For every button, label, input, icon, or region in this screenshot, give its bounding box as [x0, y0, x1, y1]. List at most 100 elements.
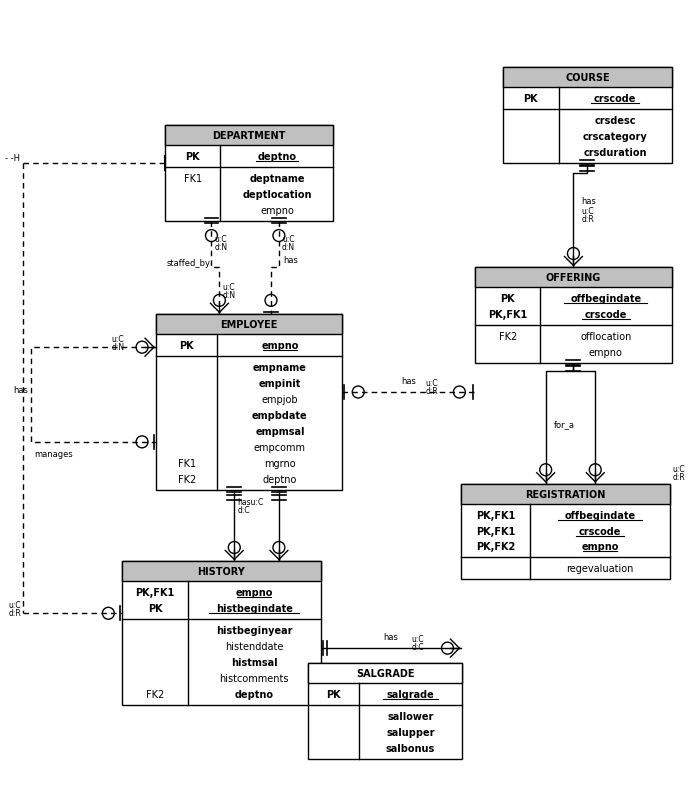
Text: has: has [283, 256, 298, 265]
Text: has: has [384, 632, 398, 641]
Text: empname: empname [253, 363, 307, 373]
Text: PK,FK1: PK,FK1 [476, 526, 515, 536]
Text: COURSE: COURSE [565, 73, 610, 83]
Text: d:R: d:R [426, 386, 438, 395]
Text: d:R: d:R [673, 472, 685, 482]
Text: mgrno: mgrno [264, 458, 296, 468]
Text: REGISTRATION: REGISTRATION [525, 489, 606, 499]
Text: staffed_by: staffed_by [167, 259, 211, 268]
Text: d:C: d:C [237, 505, 250, 514]
Text: crsduration: crsduration [583, 148, 647, 158]
Text: salbonus: salbonus [386, 743, 435, 753]
Text: empno: empno [262, 341, 299, 350]
Text: crscode: crscode [594, 94, 636, 104]
Text: hasu:C: hasu:C [237, 497, 264, 507]
Text: EMPLOYEE: EMPLOYEE [221, 320, 278, 330]
Text: empno: empno [589, 348, 623, 358]
Text: FK1: FK1 [184, 173, 201, 184]
Text: crsdesc: crsdesc [594, 115, 636, 126]
Text: offbegindate: offbegindate [570, 294, 642, 304]
Text: histbeginyear: histbeginyear [216, 626, 293, 635]
Text: sallower: sallower [387, 711, 433, 721]
Text: for_a: for_a [553, 419, 575, 428]
Text: u:C: u:C [582, 206, 594, 216]
Bar [462, 484, 669, 580]
Text: histbegindate: histbegindate [216, 604, 293, 614]
Text: PK: PK [524, 94, 538, 104]
Text: d:R: d:R [8, 608, 21, 617]
Bar [165, 126, 333, 221]
Text: d:R: d:R [582, 214, 594, 223]
Text: FK2: FK2 [177, 474, 196, 484]
Text: salgrade: salgrade [386, 689, 434, 699]
Text: crscode: crscode [584, 310, 627, 320]
Bar [503, 68, 671, 88]
Text: u:C: u:C [426, 378, 438, 387]
Bar [462, 484, 669, 504]
Text: empno: empno [581, 542, 618, 552]
Text: PK,FK1: PK,FK1 [476, 510, 515, 520]
Text: u:C: u:C [111, 334, 124, 343]
Bar [122, 561, 321, 705]
Text: d:C: d:C [412, 642, 424, 651]
Text: FK2: FK2 [499, 332, 517, 342]
Bar [165, 126, 333, 146]
Text: crscategory: crscategory [583, 132, 647, 142]
Text: FK1: FK1 [177, 458, 196, 468]
Bar [156, 315, 342, 334]
Text: u:C: u:C [222, 282, 235, 292]
Text: OFFERING: OFFERING [546, 273, 601, 283]
Text: histcomments: histcomments [219, 673, 289, 683]
Text: u:C: u:C [412, 634, 424, 643]
Text: empcomm: empcomm [254, 442, 306, 452]
Text: crscode: crscode [579, 526, 621, 536]
Text: empinit: empinit [259, 379, 301, 389]
Text: PK,FK1: PK,FK1 [488, 310, 527, 320]
Text: FK2: FK2 [146, 689, 164, 699]
Text: u:C: u:C [8, 600, 21, 609]
Bar [503, 68, 671, 164]
Text: PK: PK [179, 341, 194, 350]
Text: deptlocation: deptlocation [242, 189, 312, 200]
Bar [308, 663, 462, 683]
Text: histenddate: histenddate [225, 642, 284, 651]
Text: empbdate: empbdate [252, 411, 308, 420]
Bar [156, 315, 342, 490]
Text: regevaluation: regevaluation [566, 564, 633, 573]
Text: empjob: empjob [262, 395, 298, 404]
Text: PK: PK [500, 294, 515, 304]
Text: - -H: - -H [5, 154, 20, 163]
Bar [122, 561, 321, 581]
Text: offbegindate: offbegindate [564, 510, 635, 520]
Text: SALGRADE: SALGRADE [356, 668, 414, 678]
Text: empno: empno [260, 205, 294, 216]
Text: PK: PK [186, 152, 200, 162]
Bar [308, 663, 462, 759]
Text: empmsal: empmsal [255, 427, 305, 436]
Text: has: has [582, 196, 596, 205]
Text: PK: PK [326, 689, 341, 699]
Text: deptno: deptno [257, 152, 297, 162]
Text: DEPARTMENT: DEPARTMENT [213, 131, 286, 140]
Text: d:N: d:N [222, 290, 235, 299]
Text: u:C: u:C [673, 464, 685, 474]
Text: d:N: d:N [111, 342, 124, 351]
Text: salupper: salupper [386, 727, 435, 737]
Text: PK,FK1: PK,FK1 [135, 588, 175, 597]
Bar [475, 268, 671, 363]
Text: deptname: deptname [249, 173, 305, 184]
Text: deptno: deptno [263, 474, 297, 484]
Text: offlocation: offlocation [580, 332, 631, 342]
Bar [475, 268, 671, 288]
Text: has: has [402, 376, 416, 385]
Text: histmsal: histmsal [230, 658, 277, 667]
Text: manages: manages [34, 450, 72, 459]
Text: u:C: u:C [282, 235, 295, 244]
Text: u:C: u:C [215, 235, 227, 244]
Text: PK: PK [148, 604, 162, 614]
Text: PK,FK2: PK,FK2 [476, 542, 515, 552]
Text: has: has [13, 386, 28, 395]
Text: d:N: d:N [215, 243, 228, 252]
Text: empno: empno [235, 588, 273, 597]
Text: deptno: deptno [235, 689, 274, 699]
